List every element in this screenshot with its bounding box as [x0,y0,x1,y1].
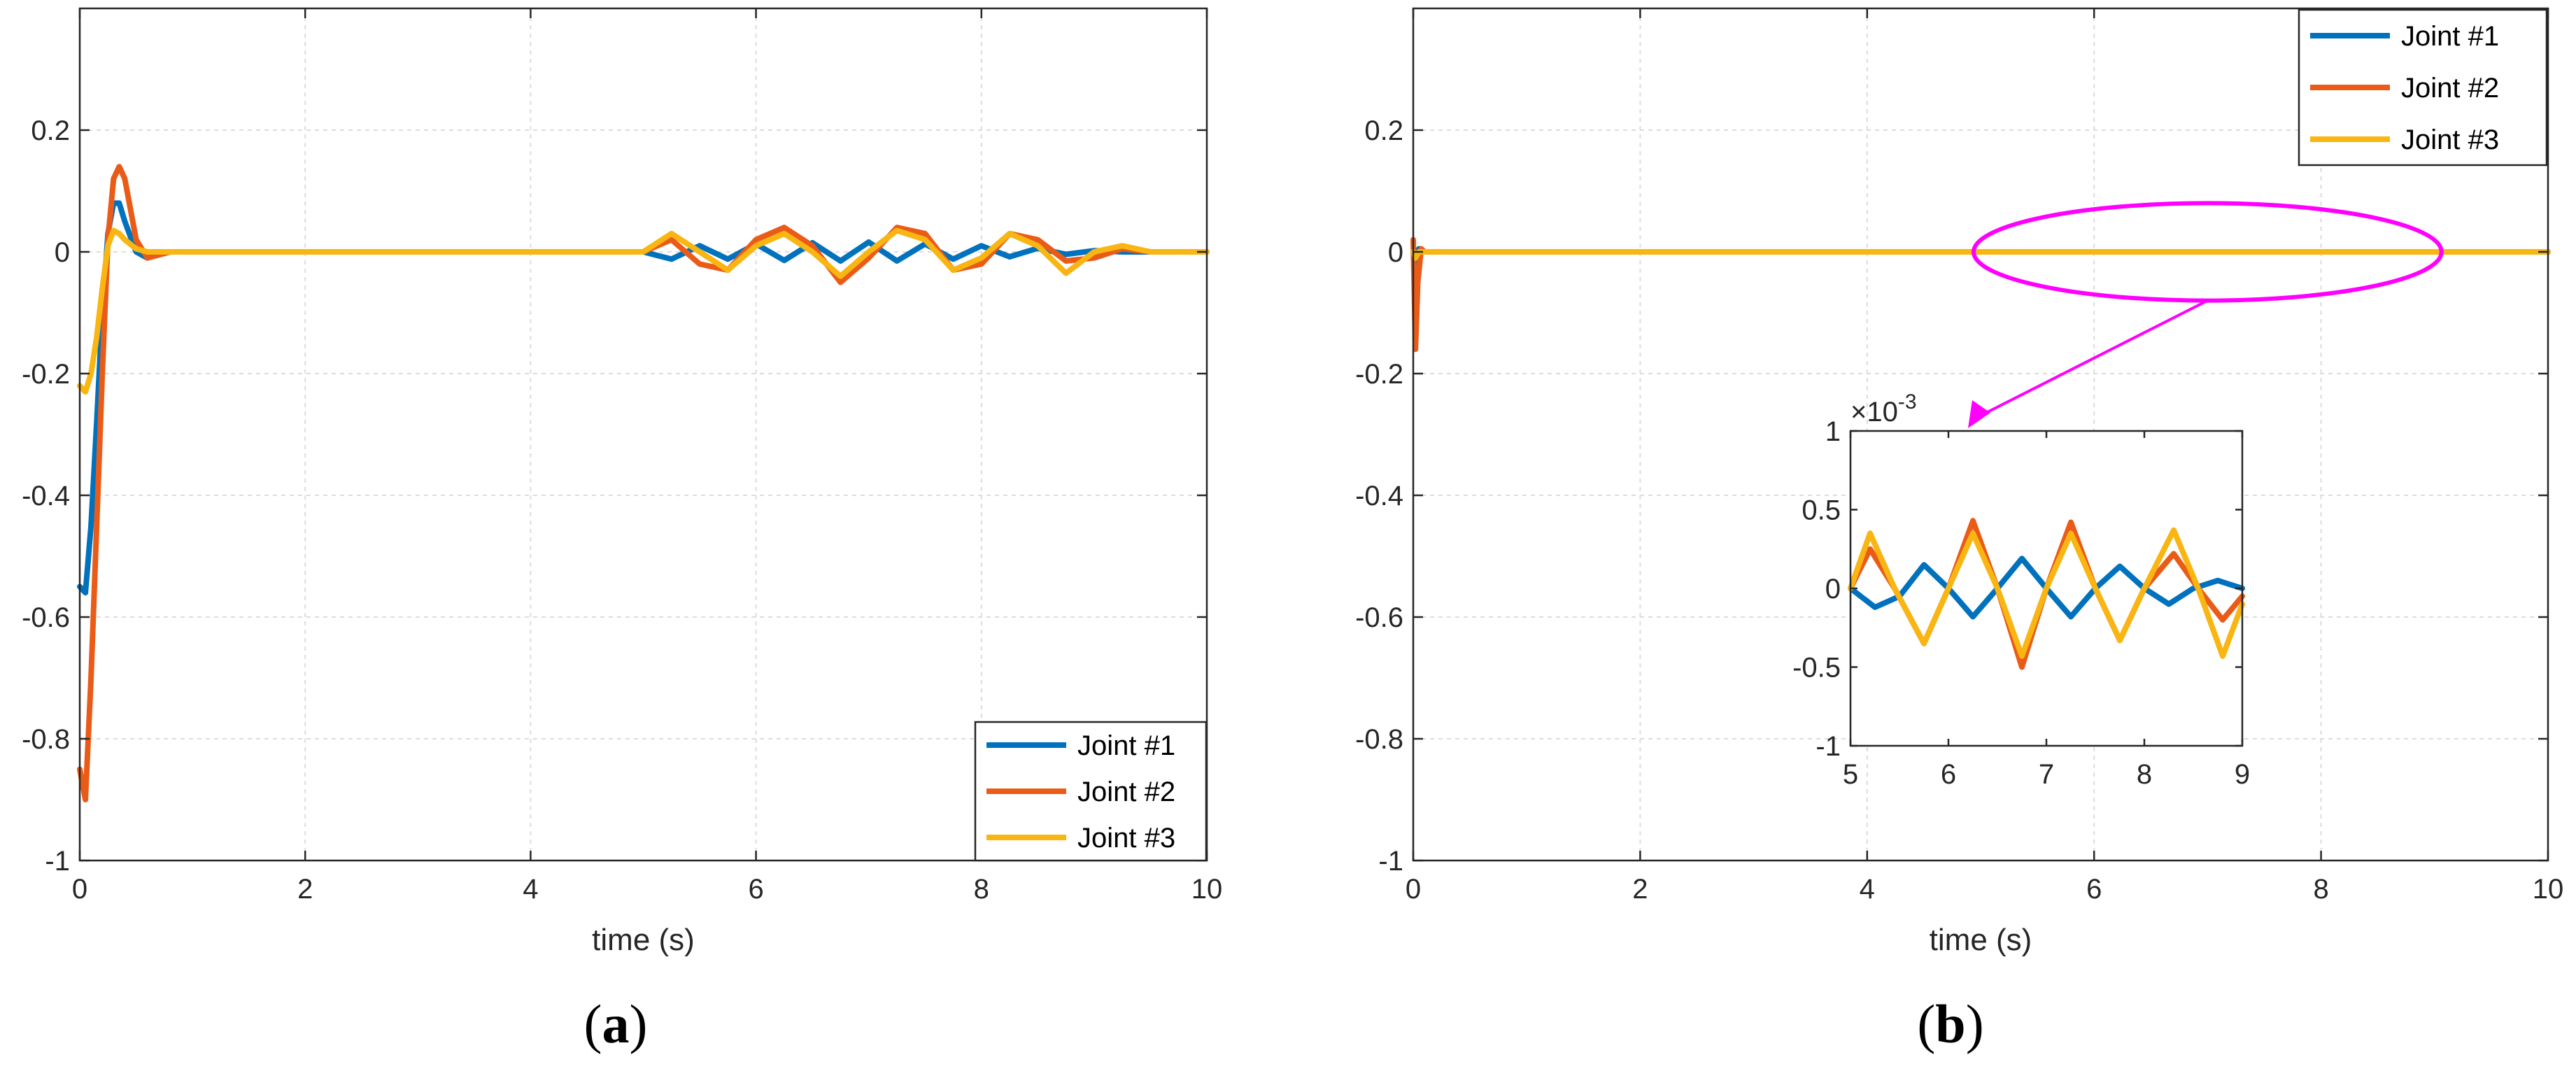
x-tick-label: 0 [1406,874,1421,905]
y-tick-label: -0.8 [22,724,70,755]
y-tick-label: 0 [55,237,70,268]
chart-panel-a: 0 2 4 6 8 10 -1 -0.8 -0.6 -0.4 -0.2 0 0.2 time (s) Joi… [22,7,1223,957]
y-tick-label: -0.2 [1355,359,1403,390]
y-tick-label: -1 [45,846,70,877]
inset-series-line-joint-3 [1848,527,2245,659]
inset-x-tick-label: 9 [2235,759,2250,790]
inset-x-tick-label: 6 [1941,759,1956,790]
inset-y-tick-label: -1 [1816,731,1841,762]
y-tick-label: -0.4 [1355,481,1403,511]
x-tick-label: 2 [1632,874,1648,905]
x-tick-label: 2 [297,874,313,905]
legend: Joint #1 Joint #2 Joint #3 [974,721,1208,862]
caption-b: (b) [1917,993,1983,1054]
inset-y-tick-label: -0.5 [1792,653,1841,684]
legend-label-joint-3: Joint #3 [2401,125,2499,155]
y-tick-label: 0.2 [1364,115,1403,146]
legend: Joint #1 Joint #2 Joint #3 [2298,8,2548,167]
legend-label-joint-1: Joint #1 [1077,730,1175,761]
legend-label-joint-1: Joint #1 [2401,21,2499,52]
legend-label-joint-3: Joint #3 [1077,823,1175,854]
inset-y-tick-label: 0 [1825,574,1841,604]
y-tick-label: -0.2 [22,359,70,390]
axes-box [1412,7,2549,862]
x-axis-label: time (s) [1930,923,2032,957]
highlight-ellipse [1972,201,2444,303]
inset-chart: 5 6 7 8 9 -1 -0.5 0 0.5 1 ×10-3 [1792,390,2250,790]
x-tick-label: 4 [1860,874,1875,905]
plot-area [80,8,1207,861]
inset-exponent-label: ×10-3 [1850,390,1917,427]
y-tick-label: -0.8 [1355,724,1403,755]
x-axis-label: time (s) [592,923,695,957]
y-tick-label: 0.2 [31,115,70,146]
x-tick-label: 8 [2313,874,2328,905]
inset-y-tick-label: 0.5 [1802,495,1841,526]
x-tick-label: 8 [974,874,989,905]
x-tick-label: 6 [748,874,763,905]
inset-y-tick-label: 1 [1825,416,1841,447]
legend-label-joint-2: Joint #2 [2401,73,2499,104]
y-tick-label: 0 [1388,237,1403,268]
inset-x-tick-label: 8 [2137,759,2152,790]
caption-a: (a) [584,993,648,1054]
y-tick-label: -0.4 [22,481,70,511]
legend-label-joint-2: Joint #2 [1077,777,1175,807]
x-tick-label: 4 [523,874,538,905]
inset-x-tick-label: 5 [1843,759,1858,790]
x-tick-label: 10 [1191,874,1223,905]
zoom-arrow-head [1968,400,1990,428]
x-tick-label: 0 [72,874,87,905]
inset-x-tick-label: 7 [2039,759,2054,790]
series-line-joint-3 [1410,249,2551,261]
y-tick-label: -0.6 [22,602,70,633]
x-tick-label: 10 [2533,874,2564,905]
zoom-arrow [1974,299,2209,420]
axes-box [78,7,1208,862]
y-tick-label: -1 [1378,846,1403,877]
x-tick-label: 6 [2086,874,2102,905]
y-tick-label: -0.6 [1355,602,1403,633]
series-line-joint-3 [77,227,1210,395]
